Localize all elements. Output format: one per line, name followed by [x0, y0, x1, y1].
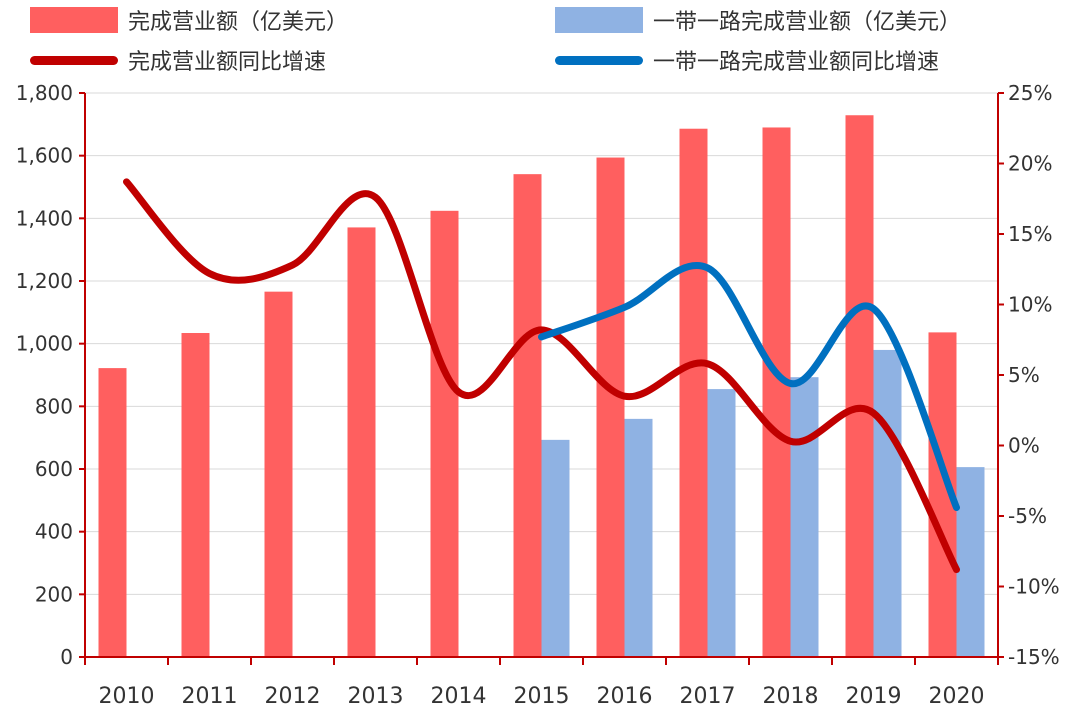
x-tick-label: 2020: [929, 684, 985, 709]
x-tick-label: 2018: [763, 684, 819, 709]
bar: [596, 157, 625, 657]
legend-swatch-bar-belt-road: [555, 7, 643, 33]
x-tick-label: 2012: [265, 684, 321, 709]
x-tick-label: 2015: [514, 684, 570, 709]
legend-label-line-total: 完成营业额同比增速: [128, 50, 327, 75]
bar: [513, 174, 542, 658]
y-left-tick-label: 1,800: [16, 81, 73, 105]
y-left-tick-label: 1,200: [16, 269, 73, 293]
x-tick-label: 2016: [597, 684, 653, 709]
y-left-tick-label: 0: [60, 645, 73, 669]
y-left-tick-label: 200: [35, 582, 73, 606]
y-right-tick-label: 0%: [1008, 434, 1040, 458]
legend-swatch-line-belt-road: [555, 55, 643, 65]
y-right-tick-label: 15%: [1008, 222, 1052, 246]
y-left-tick-label: 600: [35, 457, 73, 481]
line-series-total: [123, 178, 960, 574]
y-left-tick-label: 1,400: [16, 206, 73, 230]
x-tick-label: 2011: [182, 684, 238, 709]
y-right-tick-label: 5%: [1008, 363, 1040, 387]
bar: [98, 368, 127, 657]
bar: [873, 349, 902, 657]
bar: [956, 467, 985, 657]
legend-label-bar-belt-road: 一带一路完成营业额（亿美元）: [653, 10, 962, 35]
x-tick-label: 2017: [680, 684, 736, 709]
legend-item-bar-belt-road: 一带一路完成营业额（亿美元）: [555, 4, 961, 36]
legend-item-line-total: 完成营业额同比增速: [30, 44, 326, 76]
y-right-tick-label: -15%: [1008, 645, 1060, 669]
x-tick-label: 2019: [846, 684, 902, 709]
bar: [347, 227, 376, 658]
y-right-tick-label: -5%: [1008, 504, 1047, 528]
y-right-tick-label: 20%: [1008, 152, 1052, 176]
bar: [790, 377, 819, 657]
bar: [541, 439, 570, 657]
bar: [624, 418, 653, 657]
bar: [762, 127, 791, 657]
y-left-tick-label: 1,000: [16, 332, 73, 356]
legend-item-line-belt-road: 一带一路完成营业额同比增速: [555, 44, 939, 76]
legend-swatch-bar-total: [30, 7, 118, 33]
y-right-tick-label: 25%: [1008, 81, 1052, 105]
bar: [845, 115, 874, 658]
bar: [430, 210, 459, 657]
y-left-tick-label: 1,600: [16, 144, 73, 168]
legend-label-line-belt-road: 一带一路完成营业额同比增速: [653, 50, 940, 75]
legend-item-bar-total: 完成营业额（亿美元）: [30, 4, 348, 36]
legend: 完成营业额（亿美元） 一带一路完成营业额（亿美元） 完成营业额同比增速 一带一路…: [0, 0, 1080, 80]
x-tick-label: 2014: [431, 684, 487, 709]
y-left-tick-label: 800: [35, 394, 73, 418]
y-left-tick-label: 400: [35, 520, 73, 544]
y-right-tick-label: 10%: [1008, 293, 1052, 317]
x-tick-label: 2013: [348, 684, 404, 709]
line-series-belt-road: [538, 262, 960, 512]
y-right-tick-label: -10%: [1008, 575, 1060, 599]
bar: [181, 333, 210, 657]
x-tick-label: 2010: [99, 684, 155, 709]
bar: [264, 291, 293, 657]
bar: [707, 389, 736, 657]
bar: [679, 128, 708, 658]
legend-label-bar-total: 完成营业额（亿美元）: [128, 10, 349, 35]
legend-swatch-line-total: [30, 55, 118, 65]
